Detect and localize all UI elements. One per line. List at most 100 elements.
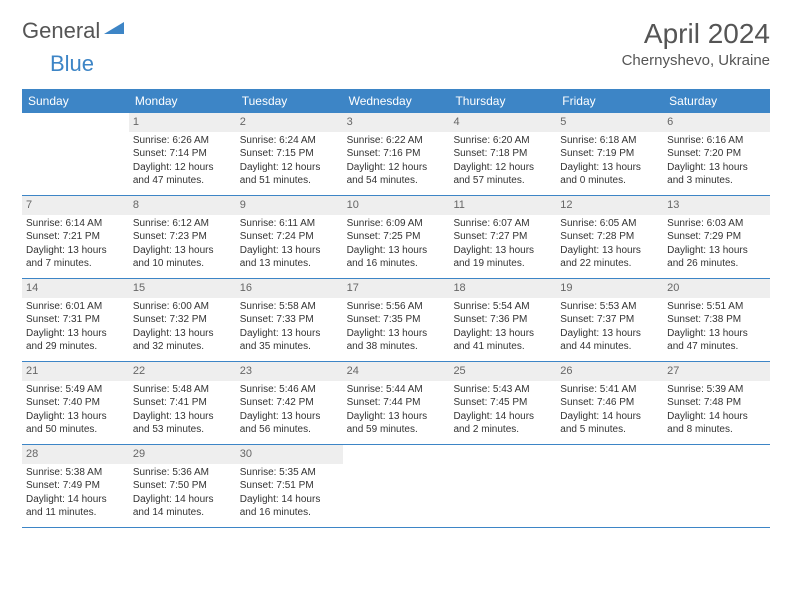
sunrise-text: Sunrise: 5:56 AM [347, 300, 446, 314]
sunrise-text: Sunrise: 5:53 AM [560, 300, 659, 314]
sunset-text: Sunset: 7:33 PM [240, 313, 339, 327]
calendar-day-cell: 9Sunrise: 6:11 AMSunset: 7:24 PMDaylight… [236, 196, 343, 278]
weekday-header-row: SundayMondayTuesdayWednesdayThursdayFrid… [22, 89, 770, 113]
daylight-text-1: Daylight: 12 hours [133, 161, 232, 175]
sunrise-text: Sunrise: 5:49 AM [26, 383, 125, 397]
day-details: Sunrise: 5:38 AMSunset: 7:49 PMDaylight:… [22, 464, 129, 524]
calendar-day-cell: . [449, 445, 556, 527]
sunset-text: Sunset: 7:14 PM [133, 147, 232, 161]
sunset-text: Sunset: 7:25 PM [347, 230, 446, 244]
day-details: Sunrise: 6:26 AMSunset: 7:14 PMDaylight:… [129, 132, 236, 192]
sunset-text: Sunset: 7:24 PM [240, 230, 339, 244]
sunrise-text: Sunrise: 6:07 AM [453, 217, 552, 231]
calendar-day-cell: 21Sunrise: 5:49 AMSunset: 7:40 PMDayligh… [22, 362, 129, 444]
sunset-text: Sunset: 7:38 PM [667, 313, 766, 327]
calendar-week-row: 21Sunrise: 5:49 AMSunset: 7:40 PMDayligh… [22, 362, 770, 445]
sunset-text: Sunset: 7:16 PM [347, 147, 446, 161]
day-number: 14 [22, 279, 129, 298]
sunset-text: Sunset: 7:37 PM [560, 313, 659, 327]
sunset-text: Sunset: 7:19 PM [560, 147, 659, 161]
sunset-text: Sunset: 7:36 PM [453, 313, 552, 327]
daylight-text-1: Daylight: 14 hours [560, 410, 659, 424]
sunrise-text: Sunrise: 5:41 AM [560, 383, 659, 397]
daylight-text-1: Daylight: 13 hours [347, 410, 446, 424]
sunset-text: Sunset: 7:18 PM [453, 147, 552, 161]
daylight-text-2: and 47 minutes. [133, 174, 232, 188]
daylight-text-1: Daylight: 13 hours [240, 327, 339, 341]
sunset-text: Sunset: 7:15 PM [240, 147, 339, 161]
logo-text-general: General [22, 18, 100, 44]
sunrise-text: Sunrise: 6:20 AM [453, 134, 552, 148]
day-number: 3 [343, 113, 450, 132]
sunrise-text: Sunrise: 6:26 AM [133, 134, 232, 148]
calendar-day-cell: 17Sunrise: 5:56 AMSunset: 7:35 PMDayligh… [343, 279, 450, 361]
day-details: Sunrise: 6:01 AMSunset: 7:31 PMDaylight:… [22, 298, 129, 358]
day-number: 8 [129, 196, 236, 215]
title-block: April 2024 Chernyshevo, Ukraine [622, 18, 770, 69]
daylight-text-1: Daylight: 13 hours [453, 244, 552, 258]
weekday-header: Saturday [663, 89, 770, 113]
calendar-day-cell: 25Sunrise: 5:43 AMSunset: 7:45 PMDayligh… [449, 362, 556, 444]
day-details: Sunrise: 6:03 AMSunset: 7:29 PMDaylight:… [663, 215, 770, 275]
sunset-text: Sunset: 7:51 PM [240, 479, 339, 493]
daylight-text-1: Daylight: 13 hours [26, 410, 125, 424]
weekday-header: Friday [556, 89, 663, 113]
daylight-text-2: and 26 minutes. [667, 257, 766, 271]
calendar: SundayMondayTuesdayWednesdayThursdayFrid… [22, 89, 770, 528]
sunset-text: Sunset: 7:35 PM [347, 313, 446, 327]
calendar-day-cell: 18Sunrise: 5:54 AMSunset: 7:36 PMDayligh… [449, 279, 556, 361]
day-details: Sunrise: 6:22 AMSunset: 7:16 PMDaylight:… [343, 132, 450, 192]
weekday-header: Thursday [449, 89, 556, 113]
day-details: Sunrise: 6:05 AMSunset: 7:28 PMDaylight:… [556, 215, 663, 275]
calendar-day-cell: 13Sunrise: 6:03 AMSunset: 7:29 PMDayligh… [663, 196, 770, 278]
daylight-text-2: and 0 minutes. [560, 174, 659, 188]
sunrise-text: Sunrise: 6:16 AM [667, 134, 766, 148]
month-title: April 2024 [622, 18, 770, 50]
day-number: 17 [343, 279, 450, 298]
daylight-text-2: and 2 minutes. [453, 423, 552, 437]
calendar-day-cell: . [343, 445, 450, 527]
daylight-text-1: Daylight: 13 hours [667, 244, 766, 258]
day-number: 9 [236, 196, 343, 215]
daylight-text-1: Daylight: 13 hours [560, 161, 659, 175]
logo-triangle-icon [104, 20, 124, 43]
day-details: Sunrise: 5:41 AMSunset: 7:46 PMDaylight:… [556, 381, 663, 441]
sunrise-text: Sunrise: 5:51 AM [667, 300, 766, 314]
calendar-day-cell: 10Sunrise: 6:09 AMSunset: 7:25 PMDayligh… [343, 196, 450, 278]
sunrise-text: Sunrise: 6:22 AM [347, 134, 446, 148]
daylight-text-1: Daylight: 13 hours [560, 244, 659, 258]
calendar-day-cell: 28Sunrise: 5:38 AMSunset: 7:49 PMDayligh… [22, 445, 129, 527]
day-details: Sunrise: 5:53 AMSunset: 7:37 PMDaylight:… [556, 298, 663, 358]
sunset-text: Sunset: 7:42 PM [240, 396, 339, 410]
sunset-text: Sunset: 7:23 PM [133, 230, 232, 244]
calendar-day-cell: 30Sunrise: 5:35 AMSunset: 7:51 PMDayligh… [236, 445, 343, 527]
daylight-text-2: and 29 minutes. [26, 340, 125, 354]
sunrise-text: Sunrise: 6:14 AM [26, 217, 125, 231]
day-number: 18 [449, 279, 556, 298]
sunset-text: Sunset: 7:20 PM [667, 147, 766, 161]
day-details: Sunrise: 6:11 AMSunset: 7:24 PMDaylight:… [236, 215, 343, 275]
daylight-text-1: Daylight: 13 hours [667, 161, 766, 175]
calendar-day-cell: 5Sunrise: 6:18 AMSunset: 7:19 PMDaylight… [556, 113, 663, 195]
weekday-header: Monday [129, 89, 236, 113]
sunset-text: Sunset: 7:32 PM [133, 313, 232, 327]
calendar-day-cell: 11Sunrise: 6:07 AMSunset: 7:27 PMDayligh… [449, 196, 556, 278]
daylight-text-2: and 19 minutes. [453, 257, 552, 271]
calendar-week-row: 7Sunrise: 6:14 AMSunset: 7:21 PMDaylight… [22, 196, 770, 279]
daylight-text-1: Daylight: 13 hours [133, 410, 232, 424]
day-number: 29 [129, 445, 236, 464]
day-number: 11 [449, 196, 556, 215]
calendar-day-cell: 23Sunrise: 5:46 AMSunset: 7:42 PMDayligh… [236, 362, 343, 444]
daylight-text-1: Daylight: 13 hours [133, 327, 232, 341]
sunset-text: Sunset: 7:46 PM [560, 396, 659, 410]
sunset-text: Sunset: 7:50 PM [133, 479, 232, 493]
calendar-day-cell: 16Sunrise: 5:58 AMSunset: 7:33 PMDayligh… [236, 279, 343, 361]
calendar-week-row: 14Sunrise: 6:01 AMSunset: 7:31 PMDayligh… [22, 279, 770, 362]
daylight-text-1: Daylight: 14 hours [26, 493, 125, 507]
day-number: 13 [663, 196, 770, 215]
day-details: Sunrise: 5:54 AMSunset: 7:36 PMDaylight:… [449, 298, 556, 358]
day-details: Sunrise: 5:48 AMSunset: 7:41 PMDaylight:… [129, 381, 236, 441]
calendar-week-row: .1Sunrise: 6:26 AMSunset: 7:14 PMDayligh… [22, 113, 770, 196]
daylight-text-2: and 11 minutes. [26, 506, 125, 520]
daylight-text-1: Daylight: 13 hours [240, 410, 339, 424]
